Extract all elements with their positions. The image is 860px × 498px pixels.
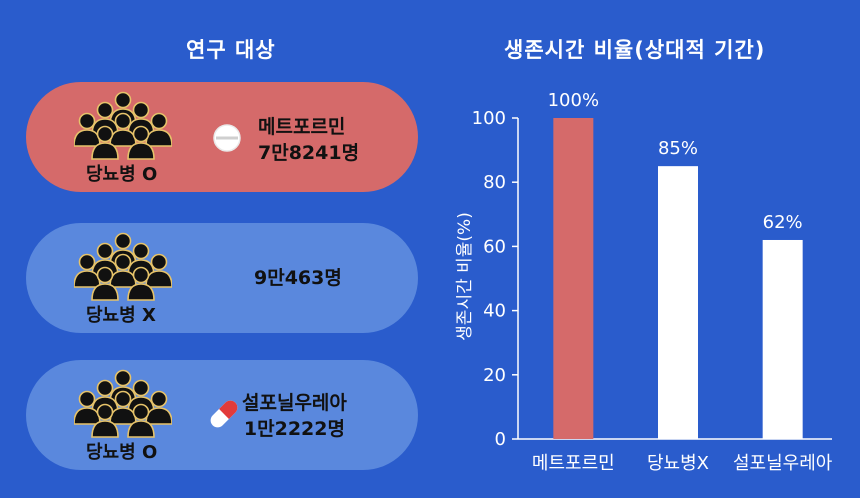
bar xyxy=(553,118,594,439)
bar xyxy=(762,239,803,439)
y-tick-label: 100 xyxy=(472,108,506,129)
y-tick-label: 60 xyxy=(483,236,506,257)
group-card-sulfonylurea: 당뇨병 O 설포닐우레아 1만2222명 xyxy=(26,360,418,470)
patient-count: 7만8241명 xyxy=(258,142,360,164)
crowd-people-icon xyxy=(74,369,172,438)
crowd-people-icon xyxy=(74,91,172,160)
y-tick-label: 40 xyxy=(483,301,506,322)
y-tick-label: 0 xyxy=(495,429,506,450)
bar-data-label: 62% xyxy=(763,212,803,233)
y-tick-label: 80 xyxy=(483,172,506,193)
crowd-people-icon xyxy=(74,232,172,301)
x-tick-label: 메트포르민 xyxy=(532,453,615,474)
x-tick-label: 설포닐우레아 xyxy=(733,453,833,474)
bar xyxy=(658,166,698,439)
patient-count: 1만2222명 xyxy=(243,418,345,440)
left-section-title: 연구 대상 xyxy=(186,38,276,62)
drug-name: 설포닐우레아 xyxy=(242,392,347,414)
group-label: 당뇨병 X xyxy=(86,305,156,326)
y-tick-label: 20 xyxy=(483,365,506,386)
bar-data-label: 100% xyxy=(548,90,599,111)
patient-count: 9만463명 xyxy=(254,267,342,289)
survival-bar-chart: 0 20 40 60 80 100 생존시간 비율(%) 100% 메트포르민 85% 당뇨병X 62… xyxy=(455,90,833,474)
chart-title: 생존시간 비율(상대적 기간) xyxy=(504,38,766,62)
white-tablet-icon xyxy=(213,124,241,152)
y-axis-label: 생존시간 비율(%) xyxy=(455,212,475,341)
group-card-no-diabetes: 당뇨병 X 9만463명 xyxy=(26,223,418,333)
bar-data-label: 85% xyxy=(658,138,698,159)
red-white-capsule-icon xyxy=(210,400,238,428)
group-label: 당뇨병 O xyxy=(86,164,158,185)
x-tick-label: 당뇨병X xyxy=(647,453,709,474)
drug-name: 메트포르민 xyxy=(258,116,346,138)
group-card-metformin: 당뇨병 O 메트포르민 7만8241명 xyxy=(26,82,418,192)
group-label: 당뇨병 O xyxy=(86,442,158,463)
